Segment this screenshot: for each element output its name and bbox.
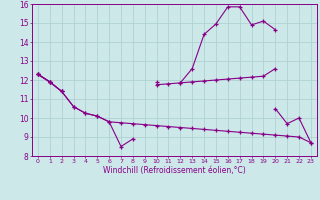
- X-axis label: Windchill (Refroidissement éolien,°C): Windchill (Refroidissement éolien,°C): [103, 166, 246, 175]
